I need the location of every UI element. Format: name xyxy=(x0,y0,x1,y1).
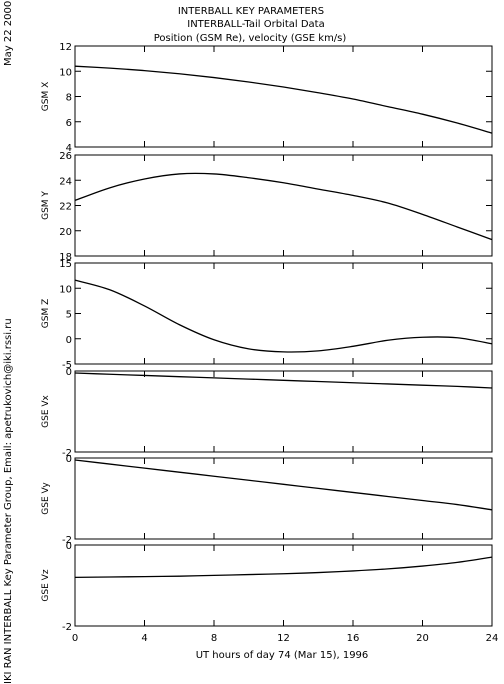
y-axis-label: GSM X xyxy=(41,82,51,111)
panel-frame xyxy=(74,45,493,148)
y-axis-label: GSE Vy xyxy=(41,482,51,515)
y-tick-label: 15 xyxy=(59,259,72,270)
series-line-gse-vz xyxy=(74,556,493,579)
panel-frame xyxy=(74,457,493,540)
y-tick-label: -2 xyxy=(62,535,72,546)
series-line-gsm-x xyxy=(74,65,493,134)
credit-label: IKI RAN INTERBALL Key Parameter Group, E… xyxy=(3,318,14,684)
panel-frame xyxy=(74,154,493,257)
x-tick-label: 20 xyxy=(416,633,429,644)
y-tick-label: 5 xyxy=(66,310,72,321)
title-line-1: INTERBALL KEY PARAMETERS xyxy=(178,6,324,17)
x-tick-label: 16 xyxy=(347,633,360,644)
y-axis-label: GSE Vx xyxy=(41,394,51,427)
y-tick-label: -5 xyxy=(62,360,72,371)
panel-frame xyxy=(74,544,493,627)
x-tick-label: 0 xyxy=(72,633,78,644)
panel-frame xyxy=(74,370,493,453)
y-tick-label: 22 xyxy=(59,202,72,213)
y-tick-label: 0 xyxy=(66,541,72,552)
y-tick-label: 26 xyxy=(59,151,72,162)
panel-gse-vx: -2 0 GSE Vx xyxy=(41,367,493,459)
y-tick-label: 24 xyxy=(59,176,72,187)
x-tick-label: 4 xyxy=(141,633,147,644)
series-line-gse-vx xyxy=(74,372,493,389)
title-line-2: INTERBALL-Tail Orbital Data xyxy=(187,19,324,30)
y-tick-label: 0 xyxy=(66,335,72,346)
x-axis-label: UT hours of day 74 (Mar 15), 1996 xyxy=(196,650,369,661)
y-axis-label: GSM Z xyxy=(41,299,51,328)
panel-gsm-y: 18 20 22 24 26 GSM Y xyxy=(41,151,493,263)
y-tick-label: 0 xyxy=(66,367,72,378)
y-tick-label: 8 xyxy=(66,93,72,104)
y-tick-label: 6 xyxy=(66,118,72,129)
y-tick-label: -2 xyxy=(62,622,72,633)
x-tick-label: 12 xyxy=(277,633,290,644)
title-line-3: Position (GSM Re), velocity (GSE km/s) xyxy=(154,33,347,44)
panel-gse-vz: -2 0 GSE Vz xyxy=(41,541,493,633)
panel-frame xyxy=(74,262,493,365)
y-tick-label: 12 xyxy=(59,42,72,53)
panel-gse-vy: -2 0 GSE Vy xyxy=(41,454,493,546)
y-axis-label: GSE Vz xyxy=(41,569,51,601)
y-tick-label: -2 xyxy=(62,448,72,459)
x-tick-label: 24 xyxy=(486,633,499,644)
series-line-gsm-y xyxy=(74,172,493,241)
panel-gsm-z: -5 0 5 10 15 GSM Z xyxy=(41,259,493,371)
date-label: May 22 2000 xyxy=(3,1,14,66)
series-line-gsm-z xyxy=(74,279,493,353)
panel-gsm-x: 4 6 8 10 12 GSM X xyxy=(41,42,493,154)
series-line-gse-vy xyxy=(74,459,493,511)
y-tick-label: 10 xyxy=(59,67,72,78)
y-axis-label: GSM Y xyxy=(41,191,51,220)
y-tick-label: 0 xyxy=(66,454,72,465)
y-tick-label: 4 xyxy=(66,143,72,154)
y-tick-label: 10 xyxy=(59,284,72,295)
x-tick-label: 8 xyxy=(211,633,217,644)
y-tick-label: 20 xyxy=(59,227,72,238)
y-tick-label: 18 xyxy=(59,252,72,263)
